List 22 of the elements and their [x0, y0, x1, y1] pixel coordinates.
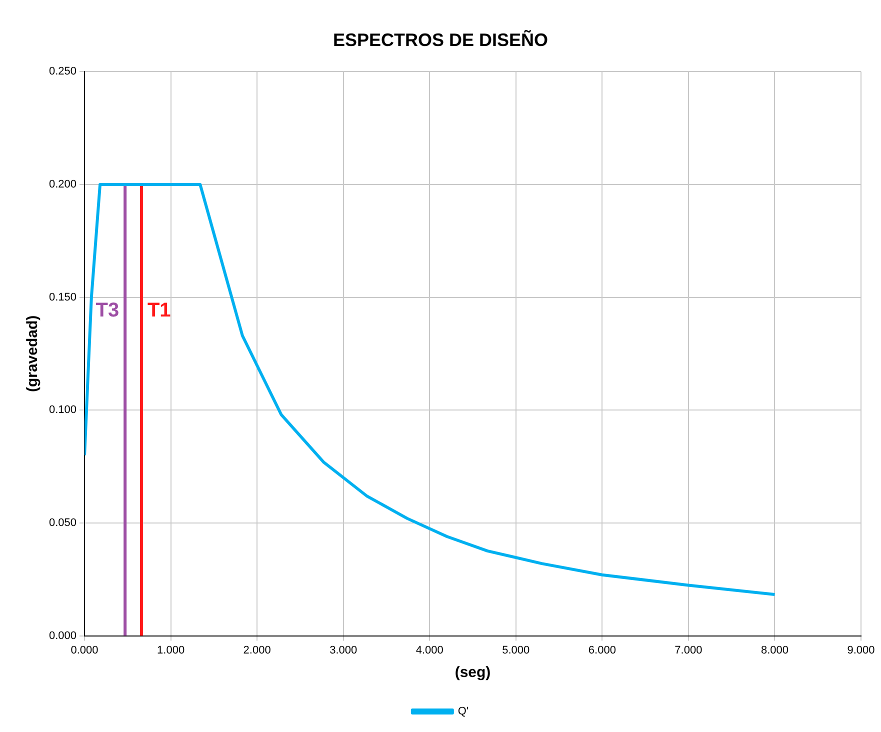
- chart-title: ESPECTROS DE DISEÑO: [332, 28, 548, 50]
- y-tick-label: 0.000: [48, 630, 77, 642]
- x-tick-label: 1.000: [157, 644, 185, 656]
- x-tick-label: 8.000: [760, 644, 788, 656]
- y-tick-label: 0.250: [48, 66, 77, 78]
- y-axis-title: (gravedad): [24, 315, 42, 392]
- series-label: T1: [147, 299, 171, 322]
- legend-label: Q': [458, 706, 469, 718]
- y-tick-label: 0.100: [48, 404, 77, 416]
- x-tick-label: 6.000: [588, 644, 616, 656]
- x-tick-label: 3.000: [330, 644, 358, 656]
- x-tick-label: 7.000: [674, 644, 702, 656]
- y-tick-label: 0.050: [48, 516, 77, 529]
- y-tick-label: 0.150: [48, 291, 77, 304]
- x-tick-label: 0.000: [70, 644, 98, 656]
- series-label: T3: [96, 299, 120, 322]
- x-tick-label: 9.000: [847, 644, 875, 656]
- x-tick-label: 2.000: [243, 644, 271, 656]
- y-tick-label: 0.200: [48, 178, 77, 190]
- x-tick-label: 4.000: [416, 644, 444, 656]
- x-axis-title: (seg): [454, 664, 491, 682]
- x-tick-label: 5.000: [502, 644, 530, 656]
